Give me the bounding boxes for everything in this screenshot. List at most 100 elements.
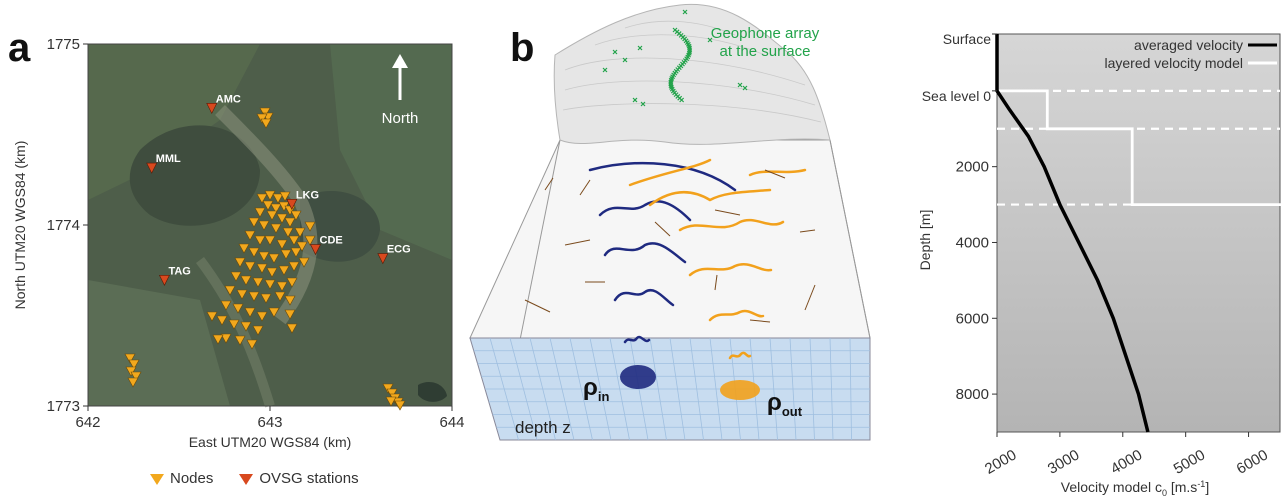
node-marker: [280, 249, 292, 260]
rho-in-label: ρin: [583, 374, 609, 404]
geophone-marker: [682, 9, 688, 15]
nodes-group: [124, 107, 406, 411]
station-marker-cde: [310, 244, 321, 256]
node-marker: [286, 323, 298, 334]
node-marker: [256, 113, 268, 124]
geophone-marker: [707, 37, 713, 43]
panel-a-x-label: East UTM20 WGS84 (km): [189, 434, 352, 450]
node-marker: [128, 359, 140, 370]
rho-in-anomaly: [620, 365, 656, 389]
node-marker: [252, 325, 264, 336]
node-marker: [270, 203, 282, 214]
node-marker: [382, 383, 394, 394]
node-marker: [304, 221, 316, 232]
station-label-lkg: LKG: [296, 189, 319, 201]
node-marker: [244, 230, 256, 241]
station-marker-tag: [158, 274, 170, 286]
node-marker: [256, 193, 268, 204]
panel-b-letter: b: [510, 26, 535, 70]
node-marker: [276, 239, 288, 250]
map-crater-east: [300, 191, 380, 262]
node-marker: [290, 247, 302, 258]
map-ridge-2: [195, 257, 275, 408]
node-marker: [220, 300, 232, 311]
velocity-plot-area: [996, 33, 1281, 433]
panel-a-letter: a: [8, 26, 31, 70]
node-marker: [282, 227, 294, 238]
station-label-amc: AMC: [216, 93, 241, 105]
node-marker: [266, 267, 278, 278]
legend-averaged: averaged velocity: [1134, 37, 1243, 53]
station-marker-ecg: [377, 253, 389, 265]
node-marker: [240, 321, 252, 332]
y-tick-label: 1773: [47, 398, 80, 415]
wavefronts-out: [628, 158, 807, 360]
node-marker: [385, 396, 397, 407]
node-marker: [220, 333, 232, 344]
surface-topography: [553, 3, 831, 145]
node-marker: [284, 309, 296, 320]
c-x-tick-label: 6000: [1234, 446, 1271, 477]
node-marker: [266, 210, 278, 221]
node-marker: [230, 271, 242, 282]
node-marker: [236, 289, 248, 300]
node-marker: [216, 315, 228, 326]
node-marker: [206, 311, 218, 322]
rho-out-anomaly: [720, 380, 760, 400]
node-marker: [212, 334, 224, 345]
legend-stations: OVSG stations: [239, 470, 359, 487]
node-marker: [394, 400, 406, 411]
node-marker: [286, 277, 298, 288]
north-label: North: [382, 110, 419, 127]
geophone-marker: [679, 97, 685, 103]
sea-level-label: Sea level 0: [922, 88, 991, 104]
geophone-marker: [612, 49, 618, 55]
stations-group: AMC MML LKG CDE ECG TAG: [146, 93, 411, 286]
y-tick-label: 1775: [47, 36, 80, 53]
geophone-array: [602, 9, 748, 107]
c-y-tick-label: 8000: [956, 386, 989, 403]
geophone-marker: [737, 82, 743, 88]
surface-label: Surface: [943, 31, 991, 47]
north-arrow-head: [392, 54, 408, 68]
node-marker: [246, 339, 258, 350]
node-marker: [248, 291, 260, 302]
volume-body: [469, 139, 871, 339]
node-marker: [254, 207, 266, 218]
node-marker: [284, 217, 296, 228]
map-terrain-lowland: [88, 280, 230, 406]
geophone-marker: [622, 57, 628, 63]
panel-a-legend: Nodes OVSG stations: [150, 470, 359, 487]
node-marker: [244, 261, 256, 272]
node-marker: [240, 275, 252, 286]
panel-a-x-ticks: 642 643 644: [75, 406, 465, 431]
geophone-label-2: at the surface: [720, 43, 811, 60]
node-marker: [278, 265, 290, 276]
x-tick-label: 643: [257, 414, 282, 431]
legend-nodes-label: Nodes: [170, 470, 214, 487]
node-marker: [262, 200, 274, 211]
node-marker: [298, 257, 310, 268]
x-tick-label: 642: [75, 414, 100, 431]
node-marker-icon: [150, 473, 164, 485]
series-layered-velocity: [997, 89, 1285, 432]
node-marker: [284, 295, 296, 306]
node-marker: [254, 235, 266, 246]
node-marker: [272, 193, 284, 204]
node-marker: [248, 217, 260, 228]
rho-out-label: ρout: [767, 389, 803, 419]
map-terrain-east: [330, 44, 452, 260]
node-marker: [234, 257, 246, 268]
node-marker: [264, 190, 276, 201]
node-marker: [276, 281, 288, 292]
geophone-marker: [640, 101, 646, 107]
station-marker-mml: [146, 162, 158, 174]
panel-c-chart: 2000 4000 6000 8000 2000 3000 4000 5000 6000 Su…: [917, 31, 1285, 498]
node-marker: [268, 307, 280, 318]
node-marker: [290, 210, 302, 221]
node-marker: [256, 263, 268, 274]
map-lake: [418, 382, 447, 402]
node-marker: [259, 107, 271, 118]
panel-c-y-ticks: 2000 4000 6000 8000: [956, 33, 997, 403]
